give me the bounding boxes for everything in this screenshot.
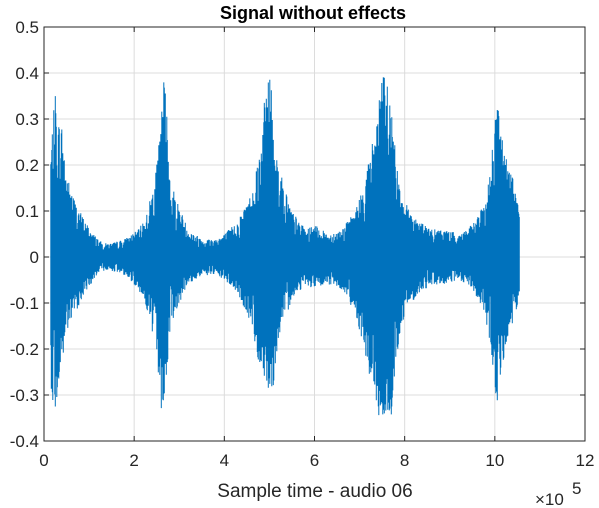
x-axis-exponent-base: ×10 xyxy=(535,490,564,508)
y-tick-label: -0.3 xyxy=(10,386,39,405)
x-tick-label: 10 xyxy=(485,451,504,470)
y-tick-label: 0.4 xyxy=(15,64,39,83)
y-tick-label: -0.1 xyxy=(10,294,39,313)
x-tick-label: 6 xyxy=(310,451,319,470)
y-tick-label: 0.2 xyxy=(15,156,39,175)
x-axis-exponent-power: 5 xyxy=(572,479,581,498)
y-tick-label: 0.1 xyxy=(15,202,39,221)
y-tick-label: 0.5 xyxy=(15,18,39,37)
plot-frame xyxy=(43,26,586,442)
x-axis-label: Sample time - audio 06 xyxy=(217,481,412,502)
x-tick-label: 12 xyxy=(576,451,595,470)
x-tick-label: 0 xyxy=(39,451,48,470)
y-tick-label: 0 xyxy=(30,248,39,267)
x-tick-labels: 0 2 4 6 8 10 12 xyxy=(39,451,594,470)
y-tick-label: 0.3 xyxy=(15,110,39,129)
y-tick-label: -0.4 xyxy=(10,432,39,451)
y-tick-labels: -0.4 -0.3 -0.2 -0.1 0 0.1 0.2 0.3 0.4 0.5 xyxy=(10,18,39,451)
x-tick-label: 2 xyxy=(129,451,138,470)
chart-title: Signal without effects xyxy=(220,3,406,23)
plot-area xyxy=(43,26,586,442)
signal-waveform xyxy=(50,77,520,416)
y-tick-label: -0.2 xyxy=(10,340,39,359)
x-tick-label: 8 xyxy=(400,451,409,470)
x-tick-label: 4 xyxy=(220,451,229,470)
signal-series xyxy=(50,77,520,416)
